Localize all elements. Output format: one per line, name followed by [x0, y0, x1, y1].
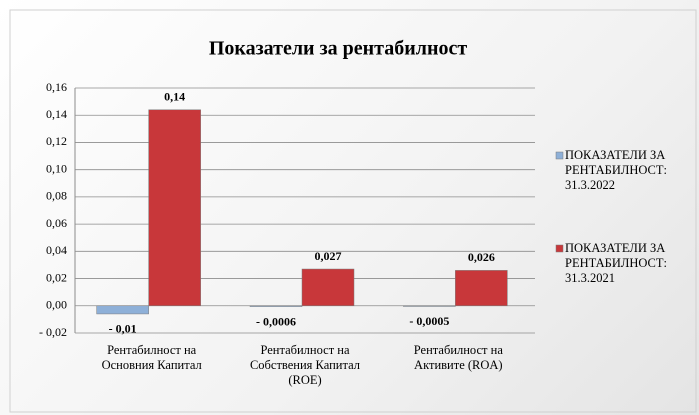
y-tick-label: 0,08	[46, 189, 67, 203]
x-tick-label: Рентабилност на Собствения Капитал (ROE)	[249, 343, 361, 387]
y-tick-label: 0,00	[46, 298, 67, 312]
y-tick-label: 0,14	[46, 107, 67, 121]
data-label: 0,14	[164, 90, 185, 104]
x-tick-label: Рентабилност на Основния Капитал	[101, 343, 202, 372]
bar	[455, 270, 508, 307]
bar	[96, 305, 149, 315]
legend-swatch	[555, 151, 564, 160]
y-tick-label: - 0,02	[39, 325, 67, 339]
data-label: 0,027	[315, 249, 342, 263]
bar	[148, 109, 201, 307]
bar	[249, 305, 303, 307]
y-tick-label: 0,02	[46, 270, 67, 284]
legend-swatch	[555, 244, 564, 253]
y-tick-label: 0,04	[46, 243, 67, 257]
y-tick-label: 0,16	[46, 80, 67, 94]
bar	[403, 305, 456, 307]
bar	[301, 268, 355, 307]
y-tick-label: 0,06	[46, 216, 67, 230]
chart-title: Показатели за рентабилност	[209, 38, 468, 60]
data-label: 0,026	[468, 250, 495, 264]
legend-label: ПОКАЗАТЕЛИ ЗА РЕНТАБИЛНОСТ: 31.3.2021	[565, 241, 667, 285]
data-label: - 0,01	[109, 322, 137, 336]
x-tick-label: Рентабилност на Активите (ROA)	[413, 343, 503, 372]
data-label: - 0,0005	[409, 314, 449, 328]
y-tick-label: 0,12	[46, 134, 67, 148]
y-tick-label: 0,10	[46, 161, 67, 175]
data-label: - 0,0006	[256, 314, 296, 328]
legend-label: ПОКАЗАТЕЛИ ЗА РЕНТАБИЛНОСТ: 31.3.2022	[565, 148, 667, 192]
chart-border	[9, 9, 697, 413]
